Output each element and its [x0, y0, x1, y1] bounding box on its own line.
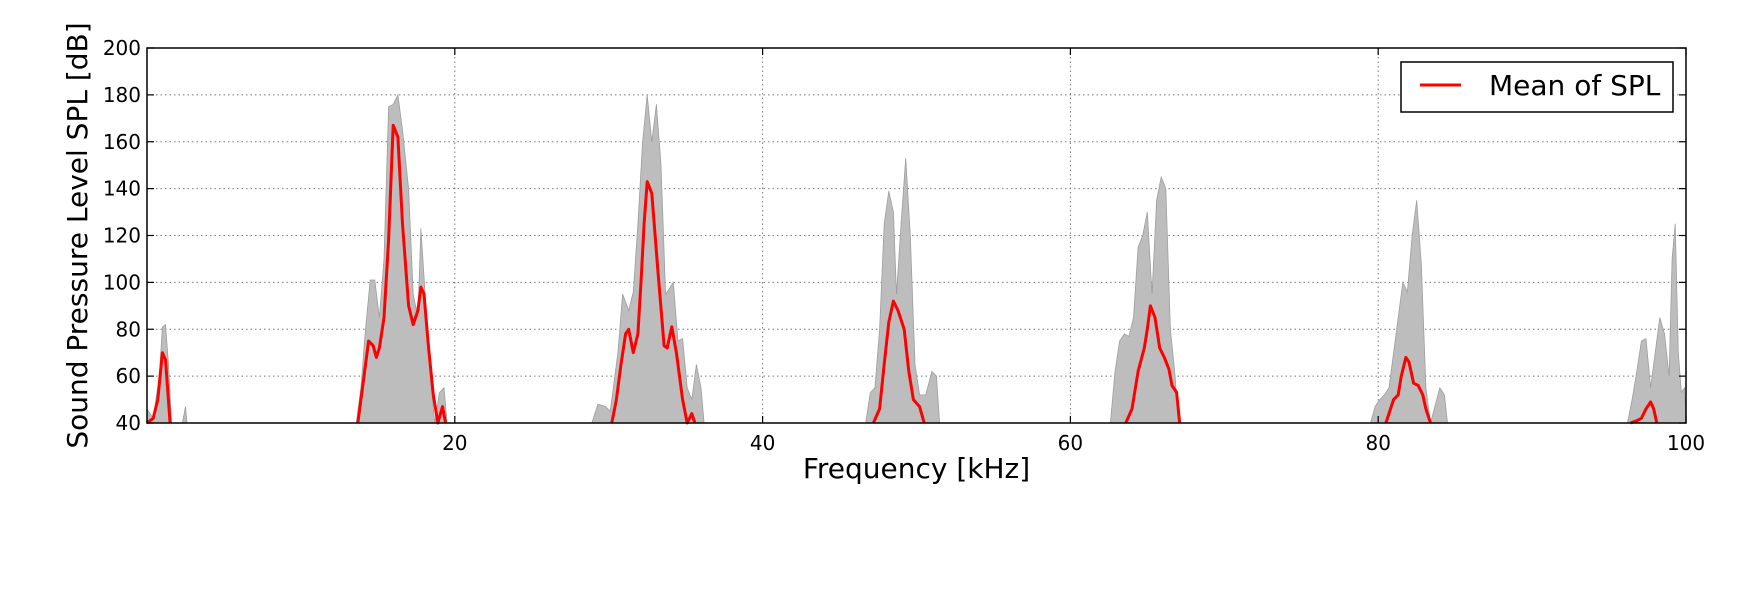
band-region-7	[1627, 223, 1687, 424]
x-tick-label-40: 40	[750, 431, 775, 455]
y-tick-label-140: 140	[103, 177, 141, 201]
mean-line-segment-6	[1384, 355, 1432, 424]
mean-line-segment-1	[146, 351, 172, 425]
mean-line-segment-2	[356, 123, 448, 425]
y-tick-label-180: 180	[103, 83, 141, 107]
x-tick-label-80: 80	[1365, 431, 1390, 455]
y-tick-label-100: 100	[103, 270, 141, 294]
legend: Mean of SPL	[1400, 61, 1674, 113]
x-axis-label: Frequency [kHz]	[803, 452, 1030, 485]
band-region-3	[591, 94, 705, 424]
band-region-2	[355, 93, 448, 424]
mean-line-segment-3	[610, 180, 697, 425]
tick-labels: 20 40 60 80 100 40 60 80 100 120 140 160 180 200	[103, 36, 1705, 455]
y-tick-label-160: 160	[103, 130, 141, 154]
y-tick-label-80: 80	[116, 317, 141, 341]
band-region-6	[1369, 200, 1448, 424]
legend-label-mean-of-spl: Mean of SPL	[1489, 69, 1661, 102]
axis-ticks	[147, 47, 1687, 424]
uncertainty-band	[146, 93, 1687, 424]
y-tick-label-120: 120	[103, 224, 141, 248]
x-tick-label-20: 20	[442, 431, 467, 455]
mean-line-segment-4	[872, 299, 926, 424]
mean-line-segment-5	[1124, 304, 1182, 424]
y-tick-label-40: 40	[116, 411, 141, 435]
x-tick-label-100: 100	[1667, 431, 1705, 455]
y-tick-label-200: 200	[103, 36, 141, 60]
band-region-4	[865, 158, 941, 424]
mean-line	[146, 123, 1659, 425]
band-region-5	[1109, 175, 1179, 424]
legend-box	[1400, 61, 1674, 113]
y-axis-label: Sound Pressure Level SPL [dB]	[61, 22, 94, 448]
x-tick-label-60: 60	[1058, 431, 1083, 455]
mean-line-segment-7	[1630, 400, 1659, 425]
y-tick-label-60: 60	[116, 364, 141, 388]
